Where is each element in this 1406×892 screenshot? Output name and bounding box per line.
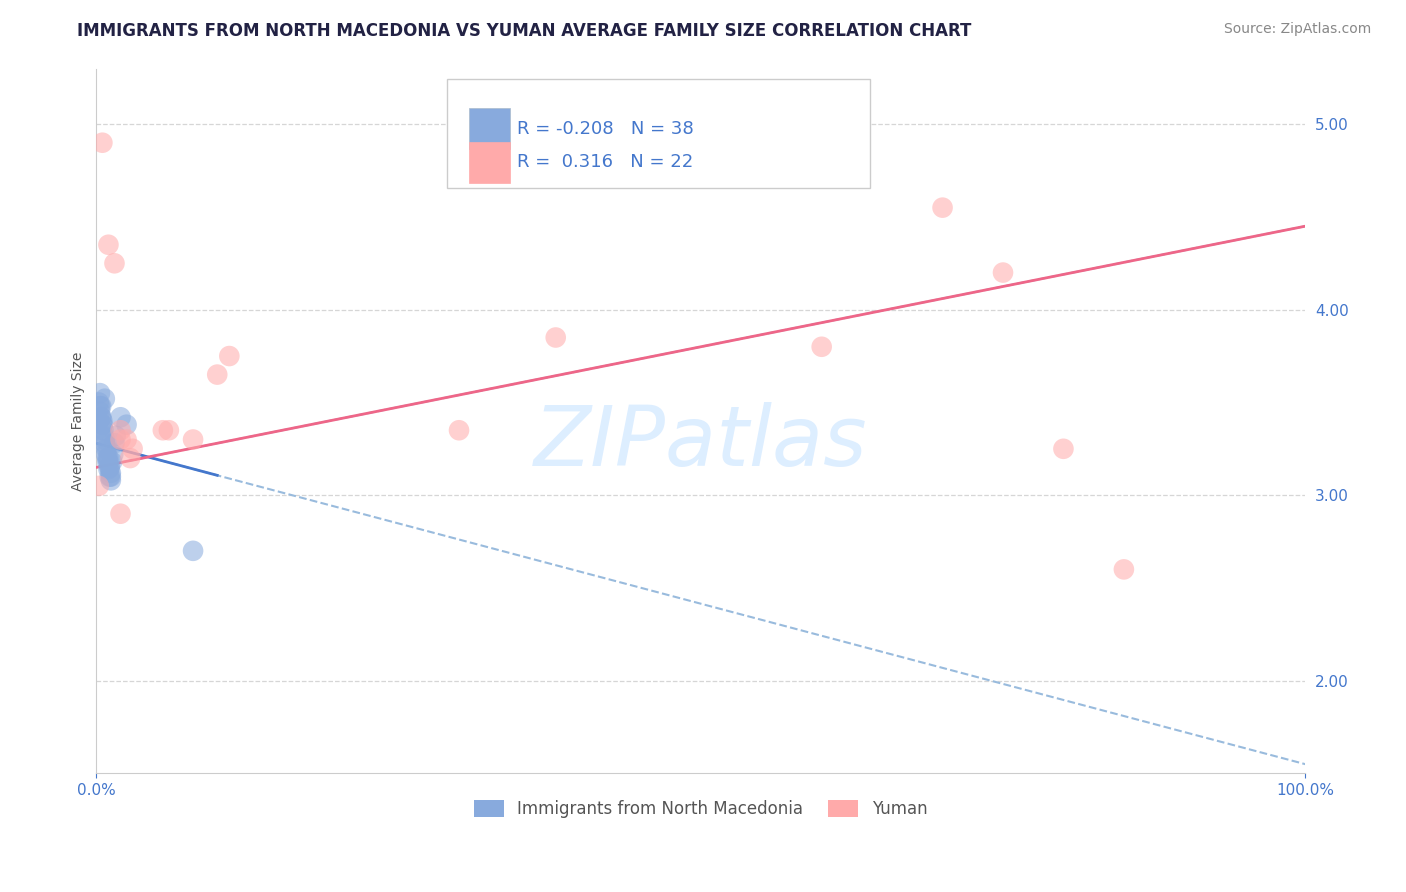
Point <box>110 410 132 425</box>
Point <box>101 455 124 469</box>
Point <box>931 201 953 215</box>
Point <box>991 266 1014 280</box>
Legend: Immigrants from North Macedonia, Yuman: Immigrants from North Macedonia, Yuman <box>467 794 934 825</box>
Point <box>89 386 111 401</box>
Text: Source: ZipAtlas.com: Source: ZipAtlas.com <box>1223 22 1371 37</box>
Point <box>96 442 118 456</box>
Point <box>98 460 121 475</box>
Point <box>810 340 832 354</box>
Point <box>89 399 111 413</box>
Point <box>91 136 114 150</box>
Point <box>89 405 111 419</box>
Point <box>181 433 204 447</box>
Point <box>157 423 180 437</box>
FancyBboxPatch shape <box>468 142 510 183</box>
Point <box>96 455 118 469</box>
Point <box>110 423 132 437</box>
Point <box>96 451 118 466</box>
Point <box>100 466 122 480</box>
Point <box>98 469 121 483</box>
Point <box>98 460 121 475</box>
Point <box>544 330 567 344</box>
Point <box>447 423 470 437</box>
Y-axis label: Average Family Size: Average Family Size <box>72 351 86 491</box>
Point <box>93 423 115 437</box>
Point <box>87 414 110 428</box>
Point <box>115 417 138 432</box>
Point <box>87 395 110 409</box>
Point <box>94 442 117 456</box>
Point <box>207 368 229 382</box>
Point <box>103 436 125 450</box>
Point <box>93 429 115 443</box>
Point <box>86 423 108 437</box>
Point <box>100 469 122 483</box>
Point <box>94 433 117 447</box>
Point <box>115 433 138 447</box>
Point <box>90 410 112 425</box>
Text: IMMIGRANTS FROM NORTH MACEDONIA VS YUMAN AVERAGE FAMILY SIZE CORRELATION CHART: IMMIGRANTS FROM NORTH MACEDONIA VS YUMAN… <box>77 22 972 40</box>
Point <box>120 451 142 466</box>
Point <box>90 410 112 425</box>
Point <box>91 417 114 432</box>
Point <box>110 507 132 521</box>
Point <box>1112 562 1135 576</box>
Text: R = -0.208   N = 38: R = -0.208 N = 38 <box>517 120 693 137</box>
Point <box>97 451 120 466</box>
Text: ZIPatlas: ZIPatlas <box>534 401 868 483</box>
Point <box>90 399 112 413</box>
Point <box>87 479 110 493</box>
Text: R =  0.316   N = 22: R = 0.316 N = 22 <box>517 153 693 171</box>
FancyBboxPatch shape <box>468 108 510 149</box>
Point <box>103 447 125 461</box>
Point <box>94 392 117 406</box>
Point <box>100 473 122 487</box>
Point <box>121 442 143 456</box>
Point <box>152 423 174 437</box>
Point <box>91 417 114 432</box>
FancyBboxPatch shape <box>447 79 870 188</box>
Point <box>97 455 120 469</box>
Point <box>97 237 120 252</box>
Point <box>218 349 240 363</box>
Point <box>1052 442 1074 456</box>
Point <box>110 433 132 447</box>
Point <box>181 544 204 558</box>
Point <box>103 256 125 270</box>
Point <box>94 447 117 461</box>
Point <box>94 436 117 450</box>
Point <box>97 462 120 476</box>
Point <box>104 429 127 443</box>
Point <box>91 414 114 428</box>
